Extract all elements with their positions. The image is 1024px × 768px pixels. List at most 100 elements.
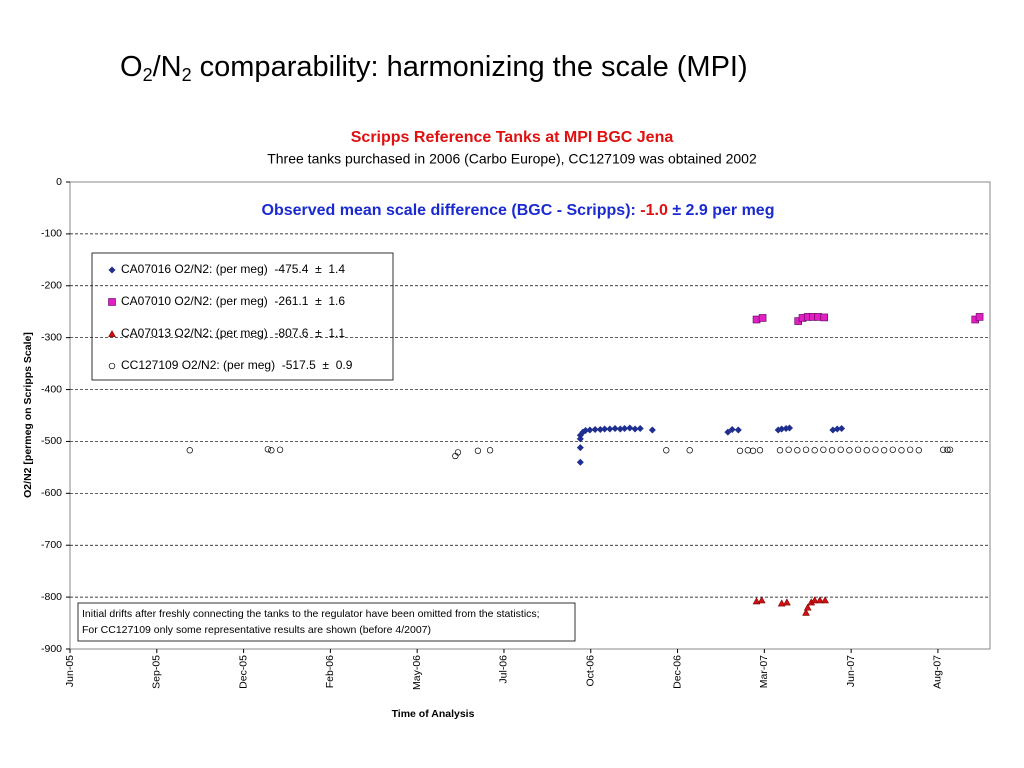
title-part: O bbox=[120, 51, 143, 83]
point bbox=[872, 446, 879, 453]
y-tick-label: 0 bbox=[56, 176, 62, 188]
point bbox=[810, 596, 819, 604]
x-tick-label: Jun-07 bbox=[845, 655, 857, 687]
y-tick-label: -300 bbox=[41, 331, 62, 343]
title-part: comparability: harmonizing the scale (MP… bbox=[192, 51, 748, 83]
x-axis-label: Time of Analysis bbox=[392, 708, 475, 720]
legend-marker bbox=[108, 362, 116, 370]
y-tick-label: -200 bbox=[41, 280, 62, 292]
legend-label: CA07016 O2/N2: (per meg) -475.4 ± 1.4 bbox=[121, 262, 345, 276]
point bbox=[821, 596, 830, 604]
title-part: 2 bbox=[182, 65, 192, 85]
legend-label: CC127109 O2/N2: (per meg) -517.5 ± 0.9 bbox=[121, 358, 353, 372]
x-tick-label: Dec-06 bbox=[671, 655, 683, 689]
point bbox=[838, 424, 846, 432]
point bbox=[815, 596, 824, 604]
point bbox=[268, 447, 275, 454]
x-tick-label: Sep-05 bbox=[151, 655, 163, 689]
y-axis-label: O2/N2 [permeg on Scripps Scale] bbox=[22, 332, 34, 498]
point bbox=[757, 596, 766, 604]
point bbox=[863, 447, 870, 454]
point bbox=[486, 447, 494, 454]
point bbox=[820, 446, 827, 453]
point bbox=[778, 425, 786, 433]
point bbox=[591, 426, 599, 434]
y-tick-label: -800 bbox=[41, 591, 62, 603]
point bbox=[648, 426, 656, 434]
point bbox=[264, 446, 272, 453]
point bbox=[736, 447, 744, 454]
point bbox=[601, 425, 609, 433]
title-part: /N bbox=[153, 51, 182, 83]
y-tick-label: -900 bbox=[41, 643, 62, 655]
point bbox=[880, 447, 888, 454]
point bbox=[802, 608, 810, 616]
plot-area bbox=[69, 181, 991, 650]
y-tick-label: -500 bbox=[41, 435, 62, 447]
point bbox=[803, 603, 812, 611]
y-tick-label: -400 bbox=[41, 383, 62, 395]
legend-label: CA07013 O2/N2: (per meg) -807.6 ± 1.1 bbox=[121, 326, 345, 340]
legend-marker bbox=[108, 266, 116, 274]
point bbox=[621, 424, 629, 432]
point bbox=[576, 444, 584, 452]
point bbox=[889, 446, 896, 453]
point bbox=[898, 447, 905, 454]
annotation-part: Observed mean scale difference (BGC - Sc… bbox=[262, 202, 641, 219]
point bbox=[474, 447, 482, 454]
point bbox=[975, 313, 984, 321]
legend-label: CA07010 O2/N2: (per meg) -261.1 ± 1.6 bbox=[121, 294, 345, 308]
point bbox=[802, 446, 810, 453]
title-part: 2 bbox=[143, 65, 153, 85]
x-tick-label: May-06 bbox=[411, 655, 423, 690]
point bbox=[744, 447, 751, 454]
point bbox=[854, 446, 862, 453]
point bbox=[758, 314, 767, 322]
point bbox=[186, 447, 193, 454]
point bbox=[626, 424, 634, 432]
x-tick-label: Dec-05 bbox=[237, 655, 249, 689]
point bbox=[828, 447, 836, 454]
point bbox=[786, 424, 794, 432]
point bbox=[734, 426, 742, 434]
point bbox=[276, 446, 284, 453]
point bbox=[728, 426, 736, 434]
point bbox=[616, 425, 624, 433]
legend-marker bbox=[108, 298, 116, 306]
x-tick-label: Feb-06 bbox=[324, 655, 336, 688]
point bbox=[785, 446, 792, 453]
point bbox=[811, 447, 818, 454]
point bbox=[794, 447, 801, 454]
point bbox=[846, 447, 853, 454]
point bbox=[749, 447, 757, 454]
x-tick-label: Jul-06 bbox=[498, 655, 510, 684]
legend-marker bbox=[108, 329, 116, 338]
point bbox=[907, 446, 914, 453]
point bbox=[582, 427, 590, 435]
slide-title: O2/N2 comparability: harmonizing the sca… bbox=[120, 51, 748, 85]
point bbox=[833, 425, 841, 433]
point bbox=[837, 446, 844, 453]
point bbox=[611, 424, 619, 432]
point bbox=[944, 446, 951, 453]
annotation: Observed mean scale difference (BGC - Sc… bbox=[262, 202, 775, 219]
y-tick-label: -600 bbox=[41, 487, 62, 499]
point bbox=[576, 458, 584, 466]
point bbox=[576, 435, 584, 443]
x-tick-label: Mar-07 bbox=[758, 655, 770, 688]
annotation-part: -1.0 bbox=[640, 202, 668, 219]
x-tick-label: Jun-05 bbox=[64, 655, 76, 687]
annotation-part: ± 2.9 per meg bbox=[668, 202, 775, 219]
point bbox=[782, 598, 791, 606]
point bbox=[776, 447, 784, 454]
point bbox=[820, 313, 829, 322]
point bbox=[939, 446, 947, 453]
point bbox=[586, 426, 594, 434]
point bbox=[915, 447, 922, 454]
note-line: For CC127109 only some representative re… bbox=[82, 624, 431, 636]
x-tick-label: Oct-06 bbox=[585, 655, 597, 687]
note-line: Initial drifts after freshly connecting … bbox=[82, 608, 540, 620]
x-tick-label: Aug-07 bbox=[932, 655, 944, 689]
point bbox=[663, 447, 670, 454]
